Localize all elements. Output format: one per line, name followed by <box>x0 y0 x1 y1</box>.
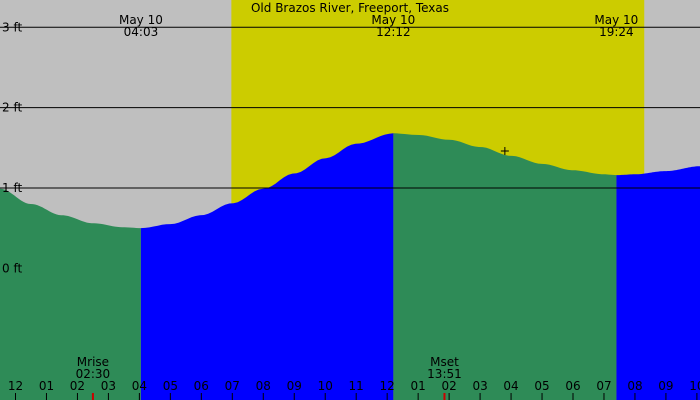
x-tick-label: 08 <box>256 379 271 393</box>
event-date-label: May 10 <box>594 13 638 27</box>
y-tick-label: 3 ft <box>2 20 22 34</box>
x-tick-label: 10 <box>689 379 700 393</box>
event-date-label: May 10 <box>371 13 415 27</box>
gridlines <box>0 26 700 189</box>
x-tick-label: 12 <box>8 379 23 393</box>
x-tick-label: 04 <box>503 379 518 393</box>
event-date-label: May 10 <box>119 13 163 27</box>
x-tick-label: 01 <box>39 379 54 393</box>
y-tick-label: 2 ft <box>2 101 22 115</box>
x-tick-label: 02 <box>70 379 85 393</box>
moon-event-name: Mrise <box>77 355 109 369</box>
x-tick-label: 08 <box>627 379 642 393</box>
event-time-label: 12:12 <box>376 25 411 39</box>
x-tick-label: 01 <box>411 379 426 393</box>
event-time-label: 04:03 <box>124 25 159 39</box>
x-tick-label: 04 <box>132 379 147 393</box>
falling-tide-area <box>0 188 141 400</box>
x-tick-label: 05 <box>163 379 178 393</box>
x-tick-label: 09 <box>287 379 302 393</box>
moon-event-name: Mset <box>430 355 459 369</box>
x-tick-label: 09 <box>658 379 673 393</box>
moon-event-time: 02:30 <box>76 367 111 381</box>
x-tick-label: 10 <box>318 379 333 393</box>
x-tick-label: 06 <box>565 379 580 393</box>
moon-event-time: 13:51 <box>427 367 462 381</box>
x-tick-label: 12 <box>380 379 395 393</box>
current-position-marker <box>500 147 509 156</box>
tide-areas <box>0 133 700 400</box>
x-tick-label: 07 <box>596 379 611 393</box>
event-time-label: 19:24 <box>599 25 634 39</box>
x-tick-label: 07 <box>225 379 240 393</box>
x-tick-label: 03 <box>101 379 116 393</box>
rising-tide-area <box>616 166 700 400</box>
x-axis: 1112010203040506070809101112010203040506… <box>8 379 700 400</box>
falling-tide-area <box>393 133 617 400</box>
y-tick-label: 1 ft <box>2 181 22 195</box>
x-tick-label: 02 <box>441 379 456 393</box>
y-axis-labels: 3 ft 2 ft 1 ft 0 ft <box>2 20 22 275</box>
x-tick-label: 05 <box>534 379 549 393</box>
chart-title: Old Brazos River, Freeport, Texas <box>251 1 449 15</box>
rising-tide-area <box>140 133 394 400</box>
x-tick-label: 06 <box>194 379 209 393</box>
x-tick-label: 11 <box>349 379 364 393</box>
x-tick-label: 03 <box>472 379 487 393</box>
y-tick-label: 0 ft <box>2 261 22 275</box>
